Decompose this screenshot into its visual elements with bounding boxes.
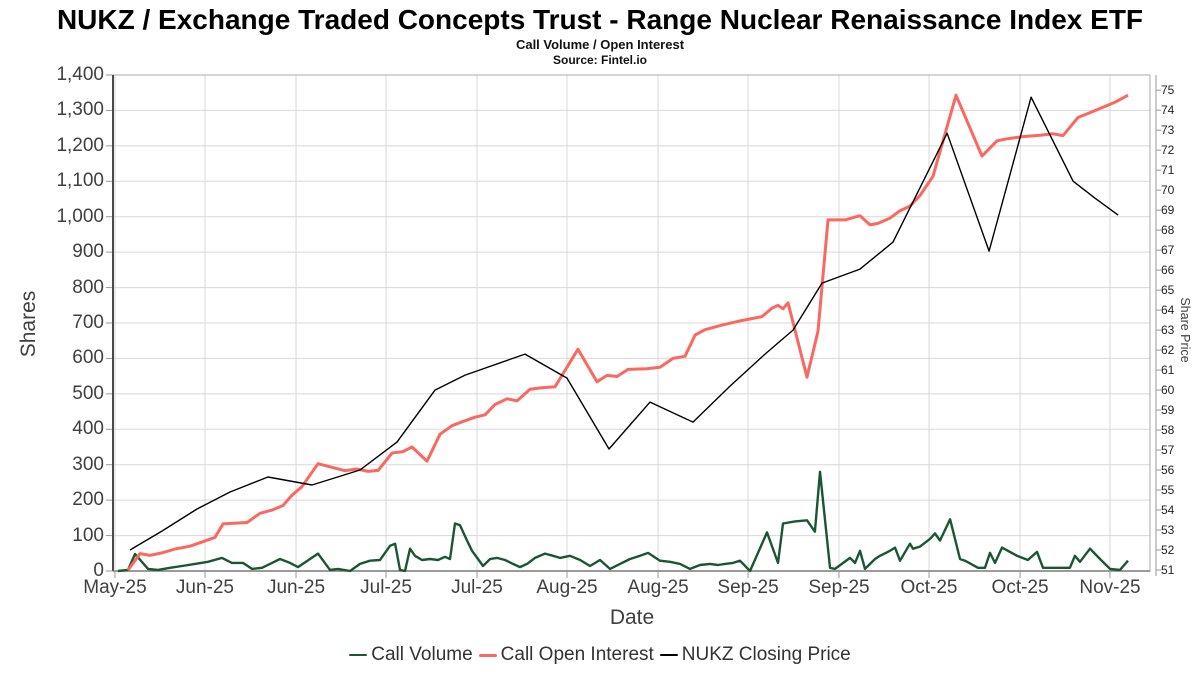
chart-title: NUKZ / Exchange Traded Concepts Trust - … — [56, 4, 1144, 35]
y-right-tick-label: 62 — [1161, 343, 1175, 358]
legend-label: NUKZ Closing Price — [681, 644, 851, 665]
y-left-tick-label: 100 — [72, 524, 104, 546]
y-left-tick-label: 1,400 — [56, 64, 104, 85]
legend-label: Call Open Interest — [500, 644, 654, 665]
y-left-tick-label: 500 — [72, 382, 104, 404]
y-right-tick-label: 59 — [1161, 403, 1175, 418]
x-tick-label: Aug-25 — [536, 577, 598, 598]
legend-item-call-open-interest[interactable]: Call Open Interest — [478, 644, 654, 666]
series-line-call-open-interest — [126, 93, 1129, 572]
series-line-nukz-closing-price — [129, 96, 1119, 551]
y-right-tick-label: 72 — [1161, 143, 1175, 158]
y-right-tick-label: 66 — [1161, 263, 1175, 278]
chart-subtitle: Call Volume / Open Interest — [515, 37, 685, 52]
y-left-tick-label: 1,200 — [56, 134, 104, 156]
chart-source-label: Source: Fintel.io — [552, 53, 647, 67]
y-left-tick-label: 800 — [72, 276, 104, 298]
x-tick-label: Sep-25 — [808, 577, 870, 598]
legend-item-call-volume[interactable]: Call Volume — [349, 644, 473, 666]
x-tick-label: Oct-25 — [900, 577, 958, 598]
x-tick-label: Jun-25 — [175, 577, 235, 598]
x-tick-label: Nov-25 — [1079, 577, 1141, 598]
y-right-tick-label: 57 — [1161, 443, 1175, 458]
y-right-tick-label: 70 — [1161, 183, 1175, 198]
y-left-tick-label: 300 — [72, 453, 104, 475]
chart-legend: Call Volume Call Open Interest NUKZ Clos… — [0, 644, 1200, 666]
y-right-tick-label: 63 — [1161, 323, 1175, 338]
y-right-tick-label: 68 — [1161, 223, 1175, 238]
y-right-tick-label: 51 — [1161, 563, 1175, 577]
y-left-tick-label: 1,000 — [56, 205, 104, 227]
y-right-tick-label: 60 — [1161, 383, 1175, 398]
y-left-tick-label: 700 — [72, 312, 104, 333]
y-axis-title-shares: Shares — [17, 290, 40, 358]
y-right-tick-label: 64 — [1161, 303, 1175, 318]
closing-price-line-swatch-icon — [659, 654, 678, 656]
x-tick-label: Jun-25 — [266, 577, 326, 598]
y-right-tick-label: 74 — [1161, 103, 1175, 118]
call-volume-line-swatch-icon — [349, 653, 368, 657]
legend-label: Call Volume — [371, 644, 473, 665]
y-right-tick-label: 73 — [1161, 123, 1175, 138]
y-left-tick-label: 600 — [72, 347, 104, 369]
y-right-tick-label: 61 — [1161, 363, 1175, 378]
y-right-tick-label: 67 — [1161, 243, 1175, 258]
y-right-tick-label: 53 — [1161, 523, 1175, 538]
y-right-tick-label: 69 — [1161, 203, 1175, 218]
x-tick-label: Oct-25 — [991, 577, 1049, 598]
y-right-tick-label: 58 — [1161, 423, 1175, 438]
x-axis-title-date: Date — [609, 606, 655, 629]
y-left-tick-label: 1,300 — [56, 99, 104, 121]
y-right-tick-label: 71 — [1161, 163, 1175, 178]
y-left-tick-label: 200 — [72, 489, 104, 511]
x-tick-label: Jul-25 — [360, 577, 412, 598]
y-right-tick-label: 52 — [1161, 543, 1175, 557]
y-right-tick-label: 75 — [1161, 83, 1175, 98]
y-right-tick-label: 65 — [1161, 283, 1175, 298]
y-left-tick-label: 0 — [93, 560, 104, 581]
series-line-call-volume — [117, 470, 1129, 573]
call-open-interest-line-swatch-icon — [478, 653, 497, 657]
legend-item-nukz-closing-price[interactable]: NUKZ Closing Price — [659, 644, 851, 666]
x-tick-label: Jul-25 — [451, 577, 503, 598]
y-axis-title-share-price: Share Price — [1178, 297, 1192, 363]
y-right-tick-label: 55 — [1161, 483, 1175, 498]
x-tick-label: May-25 — [83, 577, 147, 598]
y-left-tick-label: 400 — [72, 418, 104, 440]
y-right-tick-label: 54 — [1161, 503, 1175, 518]
y-left-tick-label: 1,100 — [56, 170, 104, 192]
y-left-tick-label: 900 — [72, 241, 104, 263]
y-right-tick-label: 56 — [1161, 463, 1175, 478]
x-tick-label: Aug-25 — [627, 577, 689, 598]
x-tick-label: Sep-25 — [717, 577, 779, 598]
